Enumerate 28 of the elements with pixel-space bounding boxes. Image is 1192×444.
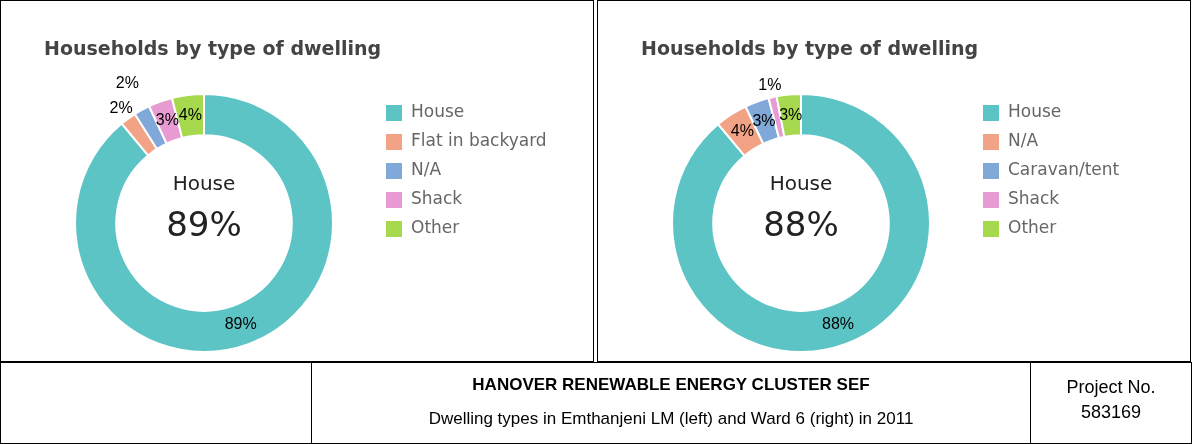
- legend-label: House: [411, 101, 465, 122]
- data-label: 2%: [115, 74, 139, 92]
- legend-label: Flat in backyard: [411, 130, 547, 151]
- chart-title: Households by type of dwelling: [641, 37, 979, 59]
- data-label: 88%: [822, 315, 855, 333]
- legend-label: Caravan/tent: [1008, 159, 1120, 180]
- legend-label: Other: [411, 217, 460, 238]
- text: Project No.: [1065, 377, 1157, 398]
- data-label: 4%: [730, 122, 754, 140]
- legend-label: Shack: [411, 188, 463, 209]
- text: House: [172, 171, 236, 196]
- text: Dwelling types in Emthanjeni LM (left) and Ward 6 (right) in 2011: [427, 409, 915, 429]
- chart-title: Households by type of dwelling: [44, 37, 382, 59]
- text: 88%: [763, 203, 839, 244]
- data-label: 2%: [109, 99, 133, 117]
- data-label: 89%: [224, 315, 257, 333]
- text: 89%: [166, 203, 242, 244]
- legend-label: House: [1008, 101, 1062, 122]
- legend-label: Shack: [1008, 188, 1060, 209]
- legend-label: Other: [1008, 217, 1057, 238]
- data-label: 3%: [155, 111, 179, 129]
- data-label: 1%: [758, 75, 782, 93]
- text: HANOVER RENEWABLE ENERGY CLUSTER SEF: [471, 375, 871, 395]
- data-label: 4%: [178, 105, 202, 123]
- text: House: [769, 171, 833, 196]
- text: 583169: [1079, 402, 1143, 423]
- legend-label: N/A: [1008, 130, 1039, 151]
- legend-label: N/A: [411, 159, 442, 180]
